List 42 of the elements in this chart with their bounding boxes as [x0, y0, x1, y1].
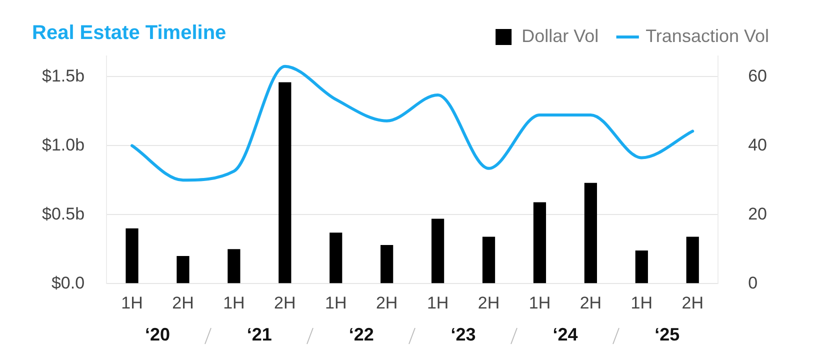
x-tick-label: 1H	[528, 293, 551, 312]
legend-label: Transaction Vol	[646, 26, 770, 46]
x-tick-label: 2H	[478, 293, 500, 312]
x-tick-label: 1H	[121, 293, 143, 312]
x-tick-label: 2H	[580, 293, 602, 312]
bar	[330, 232, 342, 284]
bar	[126, 228, 138, 284]
x-tick-label: 2H	[376, 293, 398, 312]
bar	[533, 202, 546, 284]
bar	[686, 236, 699, 284]
bar	[584, 182, 597, 284]
x-tick-label: 2H	[172, 293, 194, 312]
text: ‘20	[144, 324, 170, 345]
y-tick-label: $1.0b	[42, 135, 85, 154]
legend-label: Dollar Vol	[522, 26, 599, 46]
x-tick-label: 1H	[325, 293, 347, 312]
bar	[228, 249, 240, 284]
y-tick-label: $1.5b	[42, 66, 85, 86]
y-tick-label: $0.0	[51, 273, 85, 292]
bar	[380, 244, 394, 284]
x-tick-label: 1H	[630, 293, 653, 312]
x-tick-label: 1H	[426, 293, 449, 312]
text: ‘23	[450, 324, 476, 345]
bar	[635, 250, 648, 284]
text: ‘22	[348, 324, 374, 345]
y2-tick-label: 40	[748, 135, 768, 154]
bar	[431, 218, 444, 284]
x-tick-label: 2H	[274, 293, 296, 312]
y2-tick-label: 60	[748, 66, 768, 86]
y-tick-label: $0.5b	[42, 204, 85, 224]
y2-tick-label: 0	[748, 273, 758, 292]
y2-tick-label: 20	[748, 204, 768, 224]
text: ‘21	[246, 324, 272, 345]
x-tick-label: 2H	[682, 293, 704, 312]
line-series	[130, 64, 694, 182]
x-tick-label: 1H	[223, 293, 245, 312]
bar	[482, 236, 496, 284]
chart-title: Real Estate Timeline	[32, 22, 226, 45]
text: ‘24	[552, 324, 578, 345]
bar	[176, 256, 190, 284]
bar	[278, 82, 292, 284]
text: ‘25	[654, 324, 680, 345]
